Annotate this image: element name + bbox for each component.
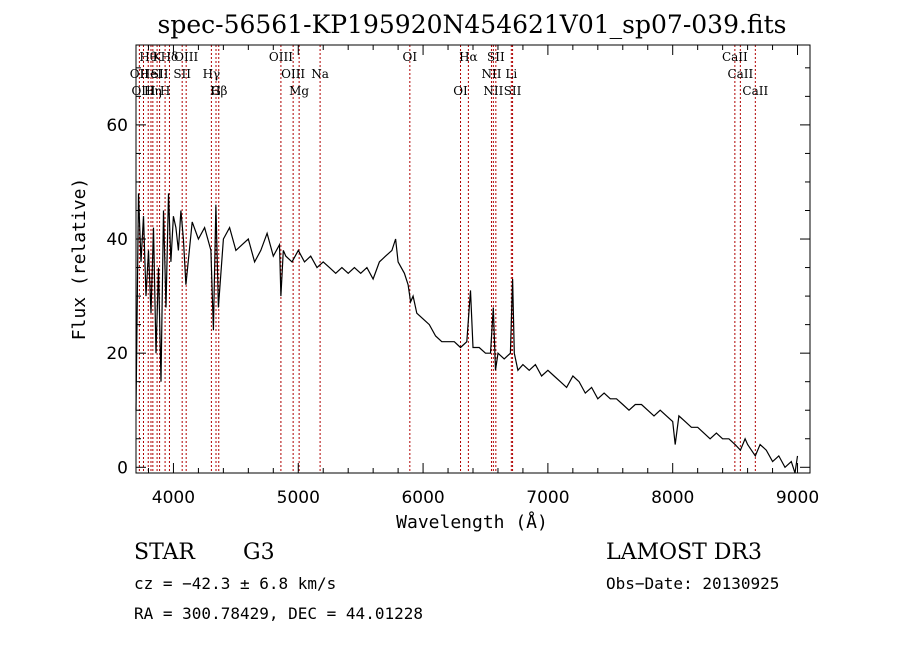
observation-date: Obs−Date: 20130925 bbox=[606, 574, 779, 593]
line-label: NII bbox=[483, 84, 503, 98]
line-label: SII bbox=[151, 67, 169, 81]
line-label: K bbox=[153, 50, 163, 64]
y-tick-label: 60 bbox=[106, 116, 128, 136]
x-tick-label: 8000 bbox=[651, 488, 694, 508]
line-label: H bbox=[160, 84, 170, 98]
emission-line-markers bbox=[138, 45, 756, 473]
line-label: SII bbox=[504, 84, 522, 98]
line-label: Hγ bbox=[203, 67, 221, 81]
line-label: OIII bbox=[269, 50, 293, 64]
line-label: Hθ bbox=[139, 50, 157, 64]
spectrum-line bbox=[135, 193, 799, 474]
line-label: Na bbox=[311, 67, 329, 81]
y-axis-title: Flux (relative) bbox=[69, 178, 90, 341]
line-label: OI bbox=[403, 50, 418, 64]
line-label: CaII bbox=[742, 84, 768, 98]
y-tick-label: 20 bbox=[106, 344, 128, 364]
x-axis-title: Wavelength (Å) bbox=[396, 511, 548, 533]
line-label: NII bbox=[481, 67, 501, 81]
line-label: OIII bbox=[174, 50, 198, 64]
emission-line-labels: OIIOIIIHθHeIHηKSIIHHδSIIOIIIHγGHβOIIIOII… bbox=[130, 50, 769, 98]
x-tick-label: 4000 bbox=[152, 488, 195, 508]
line-label: Hβ bbox=[210, 84, 227, 98]
line-label: OIII bbox=[281, 67, 305, 81]
y-tick-label: 40 bbox=[106, 230, 128, 250]
x-tick-label: 9000 bbox=[776, 488, 819, 508]
x-axis-ticks: 4000 5000 6000 7000 8000 9000 bbox=[147, 45, 819, 508]
line-label: Hα bbox=[459, 50, 478, 64]
line-label: SII bbox=[487, 50, 505, 64]
survey-name: LAMOST DR3 bbox=[606, 540, 762, 565]
line-label: CaII bbox=[727, 67, 753, 81]
sky-coordinates: RA = 300.78429, DEC = 44.01228 bbox=[134, 604, 423, 623]
line-label: G bbox=[211, 84, 221, 98]
x-tick-label: 6000 bbox=[401, 488, 444, 508]
line-label: OII bbox=[130, 67, 150, 81]
redshift-velocity: cz = −42.3 ± 6.8 km/s bbox=[134, 574, 336, 593]
x-tick-label: 5000 bbox=[277, 488, 320, 508]
plot-frame bbox=[135, 44, 811, 474]
line-label: SII bbox=[173, 67, 191, 81]
line-label: CaII bbox=[722, 50, 748, 64]
y-tick-label: 0 bbox=[117, 458, 128, 478]
object-subclass: G3 bbox=[243, 540, 275, 565]
x-tick-label: 7000 bbox=[526, 488, 569, 508]
line-label: Mg bbox=[289, 84, 309, 98]
line-label: Hη bbox=[144, 84, 162, 98]
object-class: STAR bbox=[134, 540, 196, 565]
y-axis-ticks: 0 20 40 60 bbox=[106, 67, 810, 478]
line-label: HeI bbox=[140, 67, 163, 81]
line-label: Li bbox=[505, 67, 517, 81]
line-label: OI bbox=[453, 84, 468, 98]
chart-title: spec-56561-KP195920N454621V01_sp07-039.f… bbox=[158, 10, 787, 39]
line-label: OIII bbox=[131, 84, 155, 98]
